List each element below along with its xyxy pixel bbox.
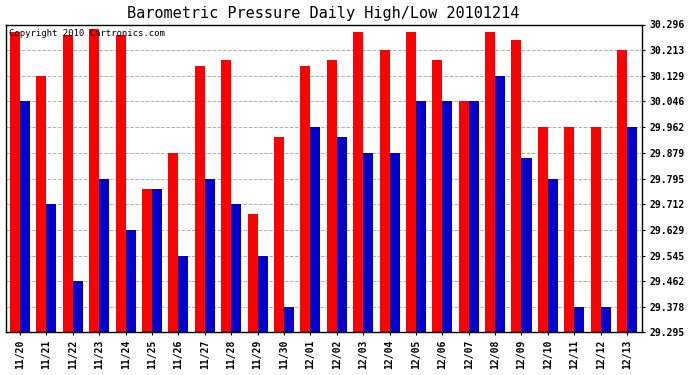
Bar [10,33,20,332]
Bar [310,127,320,332]
Bar [406,33,416,332]
Bar [257,255,268,332]
Bar [548,178,558,332]
Bar [126,230,136,332]
Bar [601,307,611,332]
Bar [469,101,479,332]
Bar [46,204,57,332]
Bar [152,189,162,332]
Bar [205,178,215,332]
Bar [300,66,310,332]
Bar [327,60,337,332]
Bar [89,29,99,332]
Bar [248,214,257,332]
Bar [195,66,205,332]
Bar [617,50,627,332]
Bar [63,35,73,332]
Bar [380,50,390,332]
Bar [459,101,469,332]
Bar [390,153,400,332]
Text: Copyright 2010 Cartronics.com: Copyright 2010 Cartronics.com [9,29,165,38]
Bar [442,101,453,332]
Bar [522,158,531,332]
Bar [538,127,548,332]
Bar [168,153,179,332]
Bar [221,60,231,332]
Bar [574,307,584,332]
Bar [591,127,601,332]
Bar [627,127,637,332]
Bar [37,76,46,332]
Bar [564,127,574,332]
Bar [116,35,126,332]
Bar [485,33,495,332]
Bar [20,101,30,332]
Bar [142,189,152,332]
Bar [73,281,83,332]
Bar [363,153,373,332]
Bar [99,178,109,332]
Title: Barometric Pressure Daily High/Low 20101214: Barometric Pressure Daily High/Low 20101… [128,6,520,21]
Bar [416,101,426,332]
Bar [495,76,505,332]
Bar [231,204,241,332]
Bar [337,137,347,332]
Bar [511,40,522,332]
Bar [432,60,442,332]
Bar [284,307,294,332]
Bar [179,255,188,332]
Bar [353,33,363,332]
Bar [274,137,284,332]
